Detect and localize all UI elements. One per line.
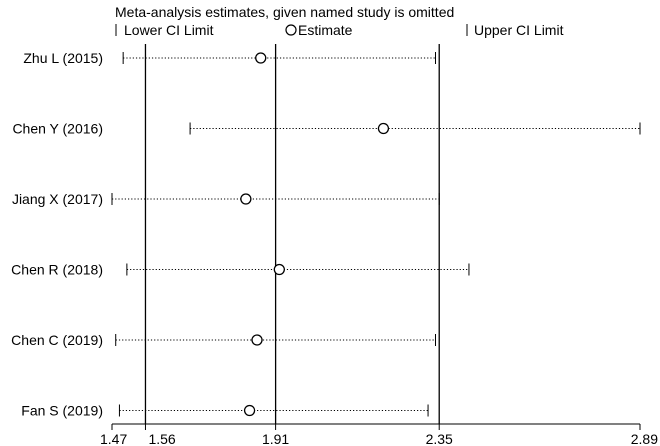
legend-upper-label: Upper CI Limit (474, 22, 564, 38)
estimate-point (240, 193, 252, 205)
x-tick-label: 2.89 (631, 431, 658, 446)
estimate-point (255, 52, 267, 64)
study-label: Chen C (2019) (11, 332, 103, 348)
x-tick-label: 1.91 (262, 431, 289, 446)
plot-area: 1.47 1.56 1.91 2.35 2.89 Zhu L (2015) Chen Y (… (11, 44, 658, 446)
chart-title: Meta-analysis estimates, given named stu… (115, 4, 454, 20)
estimate-point (251, 334, 263, 346)
x-tick-label: 1.47 (100, 431, 127, 446)
legend: Lower CI Limit Estimate Upper CI Limit (115, 22, 564, 38)
estimate-point (243, 404, 256, 417)
study-label: Chen R (2018) (11, 262, 103, 278)
study-label: Jiang X (2017) (12, 191, 103, 207)
study-label: Fan S (2019) (21, 403, 103, 419)
legend-lower-label: Lower CI Limit (124, 22, 214, 38)
x-tick-label: 2.35 (426, 431, 453, 446)
study-label: Chen Y (2016) (12, 121, 103, 137)
study-label: Zhu L (2015) (23, 50, 103, 66)
legend-estimate-mark (285, 24, 297, 36)
x-tick-label: 1.56 (148, 431, 175, 446)
estimate-point (377, 122, 390, 135)
legend-estimate-label: Estimate (298, 22, 353, 38)
estimate-point (273, 263, 285, 276)
